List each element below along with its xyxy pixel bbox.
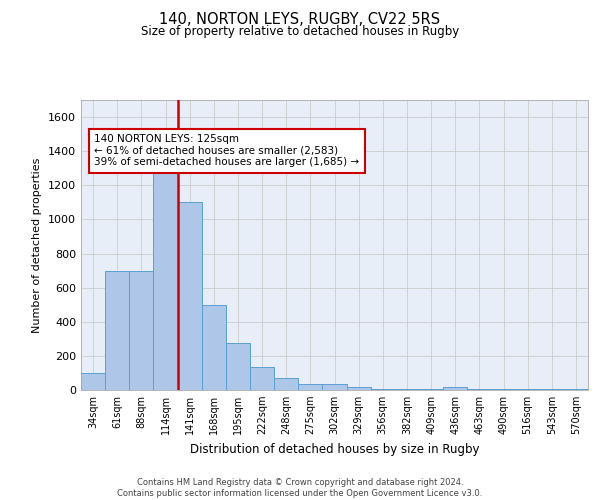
Text: Size of property relative to detached houses in Rugby: Size of property relative to detached ho… [141, 25, 459, 38]
Bar [154, 164, 178, 390]
Bar [202, 304, 226, 390]
X-axis label: Distribution of detached houses by size in Rugby: Distribution of detached houses by size … [190, 442, 479, 456]
Bar [226, 343, 250, 390]
Bar [419, 389, 443, 390]
Bar [347, 388, 371, 390]
Bar [81, 373, 105, 390]
Bar [129, 270, 154, 390]
Bar [540, 389, 564, 390]
Bar [515, 389, 540, 390]
Bar [467, 389, 491, 390]
Bar [250, 367, 274, 390]
Bar [274, 378, 298, 390]
Text: 140, NORTON LEYS, RUGBY, CV22 5RS: 140, NORTON LEYS, RUGBY, CV22 5RS [160, 12, 440, 28]
Bar [178, 202, 202, 390]
Bar [322, 384, 347, 390]
Bar [443, 388, 467, 390]
Bar [395, 389, 419, 390]
Bar [564, 389, 588, 390]
Y-axis label: Number of detached properties: Number of detached properties [32, 158, 43, 332]
Bar [491, 389, 515, 390]
Bar [371, 389, 395, 390]
Bar [298, 384, 322, 390]
Text: 140 NORTON LEYS: 125sqm
← 61% of detached houses are smaller (2,583)
39% of semi: 140 NORTON LEYS: 125sqm ← 61% of detache… [94, 134, 359, 168]
Text: Contains HM Land Registry data © Crown copyright and database right 2024.
Contai: Contains HM Land Registry data © Crown c… [118, 478, 482, 498]
Bar [105, 270, 129, 390]
